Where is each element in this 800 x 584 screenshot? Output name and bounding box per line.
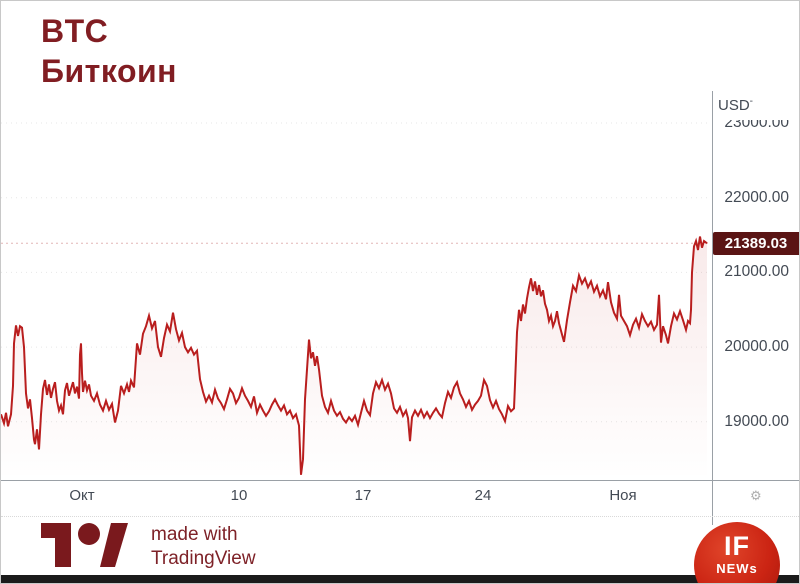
time-scale-label: Ноя	[609, 487, 637, 504]
price-scale-label: 21000.00	[724, 263, 789, 280]
price-line	[1, 236, 708, 475]
area-fill	[1, 236, 707, 480]
time-scale-label: Окт	[69, 487, 95, 504]
made-with-line: made with	[151, 524, 238, 545]
time-scale-label: 24	[474, 487, 492, 504]
currency-suffix: -	[749, 96, 754, 107]
currency-label: USD-	[718, 96, 753, 114]
settings-gear-icon[interactable]: ⚙	[750, 488, 762, 503]
bottom-bar	[1, 575, 799, 583]
time-scale-label: 17	[354, 487, 372, 504]
price-scale-label: 20000.00	[724, 338, 789, 355]
news-logo-text: NEWs	[716, 561, 758, 576]
price-scale-label: 19000.00	[724, 413, 789, 430]
instrument-title: BTC Биткоин	[41, 11, 177, 91]
current-price-tag: 21389.03	[713, 232, 799, 255]
time-scale-label: 10	[230, 487, 248, 504]
price-axis-border	[712, 91, 713, 525]
if-logo-text: IF	[724, 531, 750, 561]
currency-text: USD	[718, 97, 750, 114]
tradingview-attribution[interactable]: made with TradingView	[41, 523, 256, 571]
footer-separator	[1, 516, 799, 517]
if-news-logo: IF NEWs	[694, 522, 780, 583]
tradingview-line: TradingView	[151, 548, 256, 569]
symbol-name: Биткоин	[41, 53, 177, 89]
symbol-ticker: BTC	[41, 13, 109, 49]
tradingview-logo-icon	[41, 523, 128, 567]
made-with-tradingview-text: made with TradingView	[151, 523, 256, 571]
price-scale-label: 22000.00	[724, 189, 789, 206]
time-axis-border	[1, 480, 799, 481]
price-scale-label: 23000.00	[724, 114, 789, 131]
